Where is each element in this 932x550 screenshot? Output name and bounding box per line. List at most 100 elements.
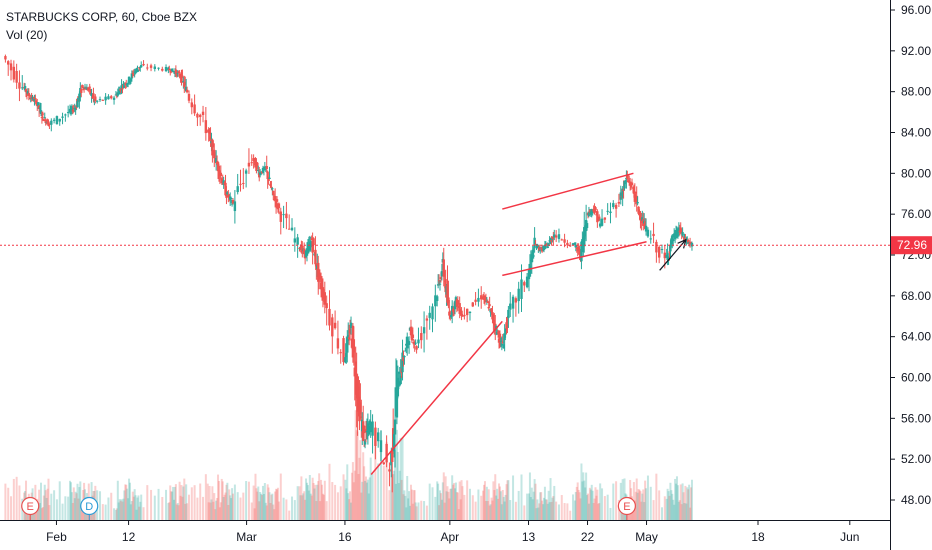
candle-body (178, 73, 181, 77)
volume-bar (684, 485, 687, 520)
volume-bar (69, 482, 72, 520)
volume-bar (73, 498, 76, 520)
volume-bar (458, 481, 461, 520)
candle-body (80, 88, 83, 93)
candle-body (81, 85, 84, 87)
candle-body (630, 182, 634, 186)
candle-body (643, 221, 647, 229)
candle-body (70, 107, 74, 111)
volume-bar (276, 489, 279, 520)
price-axis[interactable]: 48.0052.0056.0060.0064.0068.0072.0076.00… (890, 3, 931, 507)
volume-bar (367, 493, 370, 520)
candle-body (352, 339, 356, 353)
candle-body (583, 226, 587, 237)
candle-body (306, 245, 310, 252)
volume-bar (560, 495, 563, 520)
candle-body (118, 89, 121, 95)
trendline (502, 240, 647, 277)
candle-body (539, 250, 542, 252)
volume-bar (595, 495, 598, 520)
dividend-marker: D (80, 496, 99, 520)
volume-bar (308, 475, 311, 520)
candle-body (101, 99, 105, 101)
candle-body (26, 91, 30, 95)
volume-bar (331, 482, 334, 520)
time-tick-label: Apr (440, 530, 459, 544)
trendline (370, 320, 503, 475)
candle-body (688, 242, 692, 245)
volume-bar (552, 496, 555, 520)
candle-body (492, 314, 495, 324)
candle-body (27, 93, 31, 97)
candle-body (511, 296, 515, 309)
volume-bar (262, 494, 265, 520)
volume-bar (307, 490, 310, 520)
candle-body (43, 117, 46, 119)
volume-bar (578, 492, 581, 520)
candle-body (523, 282, 526, 286)
volume-bar (64, 496, 67, 520)
candle-body (331, 317, 334, 337)
volume-bar (450, 488, 453, 520)
volume-bar (390, 458, 393, 520)
candle-body (626, 175, 629, 179)
candle-body (536, 244, 539, 248)
volume-bar (526, 493, 529, 520)
candle-body (344, 357, 347, 363)
candle-body (551, 238, 554, 240)
volume-bar (401, 436, 404, 520)
volume-bar (666, 488, 669, 520)
volume-bar (417, 502, 420, 520)
candle-body (146, 67, 149, 69)
time-axis[interactable]: Feb 12 Mar 16 Apr 13 22 May 18 Jun (46, 520, 859, 544)
volume-bar (445, 491, 448, 520)
price-tick-label: 48.00 (901, 493, 931, 507)
volume-bar (310, 495, 313, 520)
volume-bar (178, 481, 181, 520)
candle-body (499, 340, 503, 342)
volume-bar (245, 481, 248, 520)
candle-body (92, 93, 95, 98)
candle-body (231, 199, 235, 204)
volume-bar (124, 484, 127, 520)
candle-body (267, 178, 270, 182)
volume-bar (360, 492, 363, 520)
candle-body (318, 273, 322, 280)
volume-bar (312, 483, 315, 520)
candle-body (88, 86, 91, 88)
volume-bar (547, 490, 550, 520)
candle-body (414, 342, 417, 344)
volume-bar (142, 507, 145, 520)
volume-bar (431, 487, 434, 520)
volume-bar (443, 502, 446, 520)
volume-bar (74, 491, 77, 520)
candle-body (129, 78, 133, 82)
volume-bar (113, 508, 116, 520)
volume-bar (542, 497, 545, 520)
volume-bar (322, 494, 325, 520)
volume-bar (369, 457, 372, 520)
volume-bar (232, 493, 235, 520)
candle-body (486, 301, 489, 303)
candle-body (637, 206, 640, 214)
drawings (370, 172, 687, 475)
candle-body (623, 180, 626, 189)
volume-bar (527, 493, 530, 520)
candle-body (269, 183, 272, 186)
volume-bar (75, 493, 78, 520)
candle-body (532, 255, 535, 257)
candle-body (168, 68, 171, 71)
volume-bar (128, 482, 131, 520)
candle-body (359, 402, 362, 415)
candle-body (305, 248, 309, 256)
candle-body (9, 63, 13, 71)
candle-body (171, 70, 175, 72)
candle-body (66, 112, 70, 114)
volume-bar (394, 483, 397, 520)
candle-body (136, 69, 139, 72)
candle-body (646, 229, 650, 237)
volume-bar (635, 478, 638, 520)
candle-body (563, 239, 566, 243)
